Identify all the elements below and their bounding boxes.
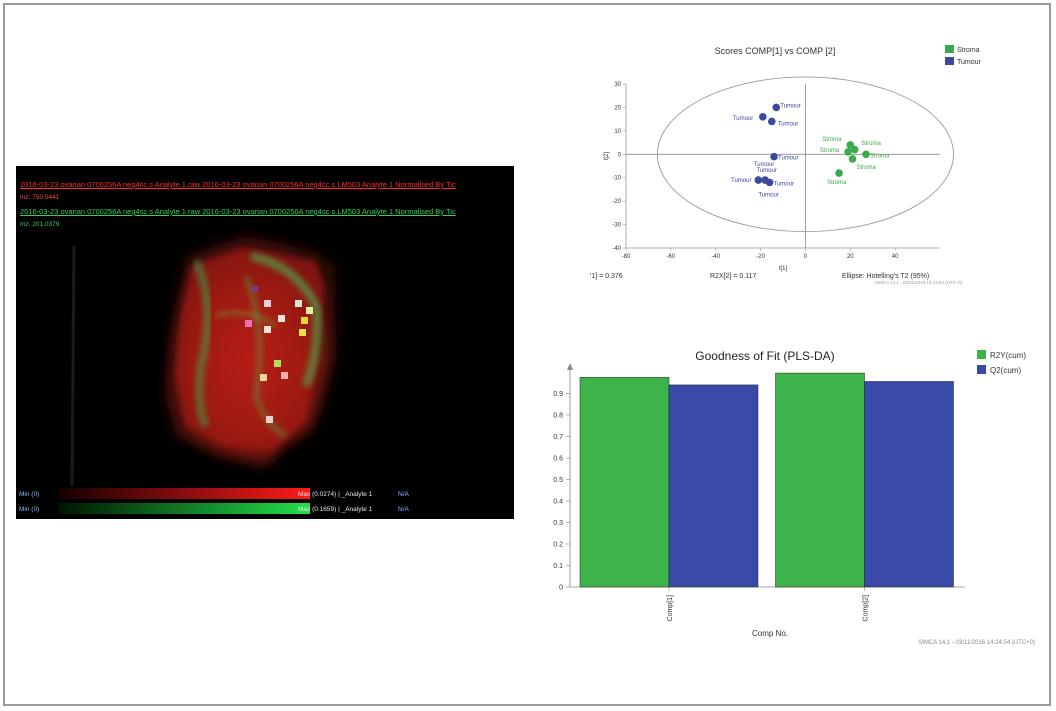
scatter-x-tick-label: -20 [756, 254, 765, 260]
figure-frame [3, 3, 1051, 706]
scatter-point-tumour [772, 103, 781, 112]
tissue-ion-image [70, 236, 336, 487]
scatter-y-label: t[2] [604, 152, 610, 161]
scatter-point-label: Stroma [870, 153, 890, 159]
bar-x-tick-label: Comp[1] [667, 595, 674, 622]
scatter-y-tick-label: -20 [612, 199, 621, 205]
goodness-of-fit-bar-chart: Goodness of Fit (PLS-DA) R2Y(cum) Q2(cum… [553, 349, 1035, 646]
scatter-point-label: Tumour [756, 168, 776, 174]
mass-spec-imaging-panel: 2016-03-23 ovarian 0700256A neg4sc s Ana… [16, 166, 514, 519]
red-intensity-scale [58, 488, 310, 499]
scatter-title: Scores COMP[1] vs COMP [2] [715, 46, 836, 56]
scatter-points: StromaStromaStromaStromaStromaTumourTumo… [731, 103, 890, 198]
legend-label-stroma: Stroma [957, 47, 980, 54]
red-channel-title[interactable]: 2016-03-23 ovarian 0700256A neg4sc s Ana… [20, 180, 456, 189]
green-channel-title[interactable]: 2016-03-23 ovarian 0700256A neg4sc s Ana… [20, 207, 456, 216]
scatter-point-label: Tumour [774, 181, 794, 187]
scatter-y-tick-label: -40 [612, 246, 621, 252]
scatter-point-label: Stroma [822, 137, 842, 143]
bar-q2-cum- [668, 384, 759, 588]
bar-x-tick-label: Comp[2] [863, 595, 870, 622]
scatter-point-label: Tumour [758, 192, 778, 198]
scatter-y-tick-label: 10 [614, 129, 621, 135]
bar-y-tick-label: 0.3 [553, 520, 563, 527]
green-max-label: Max (0.1659) | _Analyte 1 [298, 506, 373, 513]
scatter-point-label: Tumour [778, 156, 798, 162]
scores-scatter-chart: Scores COMP[1] vs COMP [2] Stroma Tumour… [590, 45, 982, 285]
scatter-x-tick-label: 20 [847, 254, 854, 260]
bar-y-tick-label: 0.7 [553, 434, 563, 441]
scatter-point-stroma [848, 155, 857, 163]
bar-y-tick-label: 0.2 [553, 542, 563, 549]
legend-swatch-tumour [945, 57, 954, 65]
bar-q2-cum- [864, 381, 954, 588]
r2x1-label: '1] = 0.376 [590, 273, 623, 280]
scatter-x-tick-label: -80 [622, 254, 631, 260]
scatter-point-tumour [754, 176, 763, 184]
legend-swatch-r2y [977, 350, 986, 359]
scatter-x-tick-label: 40 [892, 254, 899, 260]
legend-label-q2: Q2(cum) [990, 366, 1021, 375]
green-na-label: N/A [398, 506, 409, 513]
scatter-point-label: Tumour [731, 178, 751, 184]
scatter-point-label: Stroma [827, 180, 847, 186]
red-na-label: N/A [398, 491, 409, 498]
bar-chart-title: Goodness of Fit (PLS-DA) [695, 349, 834, 363]
scatter-point-stroma [844, 148, 852, 156]
ellipse-label: Ellipse: Hotelling's T2 (95%) [842, 273, 929, 280]
bar-chart-simca-footer: SIMCA 14.1 - 03/11/2016 14:24:54 (UTC+0) [918, 640, 1035, 646]
scatter-x-tick-label: -40 [711, 254, 720, 260]
scatter-y-tick-label: -30 [612, 223, 621, 229]
scatter-point-label: Tumour [754, 162, 774, 168]
scatter-point-label: Tumour [780, 103, 800, 109]
bar-y-tick-label: 0 [559, 585, 563, 592]
scatter-axes: -80 -60 -40 -20 0 20 40 30 20 10 0 -10 -20 -30 -40 [612, 76, 954, 260]
scatter-point-stroma [862, 150, 870, 159]
scatter-point-tumour [767, 117, 776, 126]
scatter-point-stroma [835, 169, 843, 177]
scatter-simca-footer: SIMCA 14.1 - 03/11/2016 14:24:54 (UTC+0) [875, 280, 963, 285]
scatter-point-label: Stroma [857, 165, 877, 171]
scatter-y-tick-label: 20 [614, 105, 621, 111]
bar-chart-x-label: Comp No. [752, 629, 788, 638]
scatter-point-label: Stroma [820, 148, 840, 154]
bar-y-tick-label: 0.8 [553, 413, 563, 420]
bar-y-axis-arrow [567, 363, 573, 370]
legend-swatch-q2 [977, 365, 986, 374]
green-mz-value: mz: 201.0379 [20, 221, 60, 228]
red-mz-value: mz: 750.5441 [20, 194, 60, 201]
scatter-x-tick-label: -60 [667, 254, 676, 260]
scatter-point-label: Tumour [778, 121, 798, 127]
hotelling-ellipse [656, 76, 954, 233]
bar-y-tick-label: 0.5 [553, 477, 563, 484]
legend-swatch-stroma [945, 45, 954, 53]
scatter-y-tick-label: 0 [618, 152, 622, 158]
bar-y-tick-label: 0.4 [553, 499, 563, 506]
scatter-point-tumour [765, 178, 774, 187]
red-max-label: Max (0.0274) | _Analyte 1 [298, 491, 373, 498]
scatter-y-tick-label: -10 [612, 176, 621, 182]
scatter-y-tick-label: 30 [614, 82, 621, 88]
bar-y-tick-label: 0.1 [553, 563, 563, 570]
scatter-point-label: Tumour [733, 116, 753, 122]
green-min-label: Min (0) [19, 506, 40, 513]
scatter-x-label: t[1] [779, 266, 788, 272]
scatter-point-label: Stroma [862, 141, 882, 147]
legend-label-tumour: Tumour [957, 59, 982, 66]
bar-r2y-cum- [579, 377, 670, 588]
bar-y-tick-label: 0.6 [553, 456, 563, 463]
red-min-label: Min (0) [19, 491, 40, 498]
bar-y-tick-label: 0.9 [553, 391, 563, 398]
scatter-point-tumour [759, 113, 767, 121]
green-intensity-scale [58, 503, 310, 514]
scatter-point-stroma [850, 145, 859, 154]
bar-chart-bars [579, 372, 954, 588]
legend-label-r2y: R2Y(cum) [990, 351, 1026, 360]
r2x2-label: R2X[2] = 0.117 [710, 273, 756, 280]
scatter-x-tick-label: 0 [804, 254, 808, 260]
scatter-point-tumour [770, 152, 778, 161]
scatter-point-stroma [846, 141, 855, 149]
bar-r2y-cum- [775, 372, 865, 588]
